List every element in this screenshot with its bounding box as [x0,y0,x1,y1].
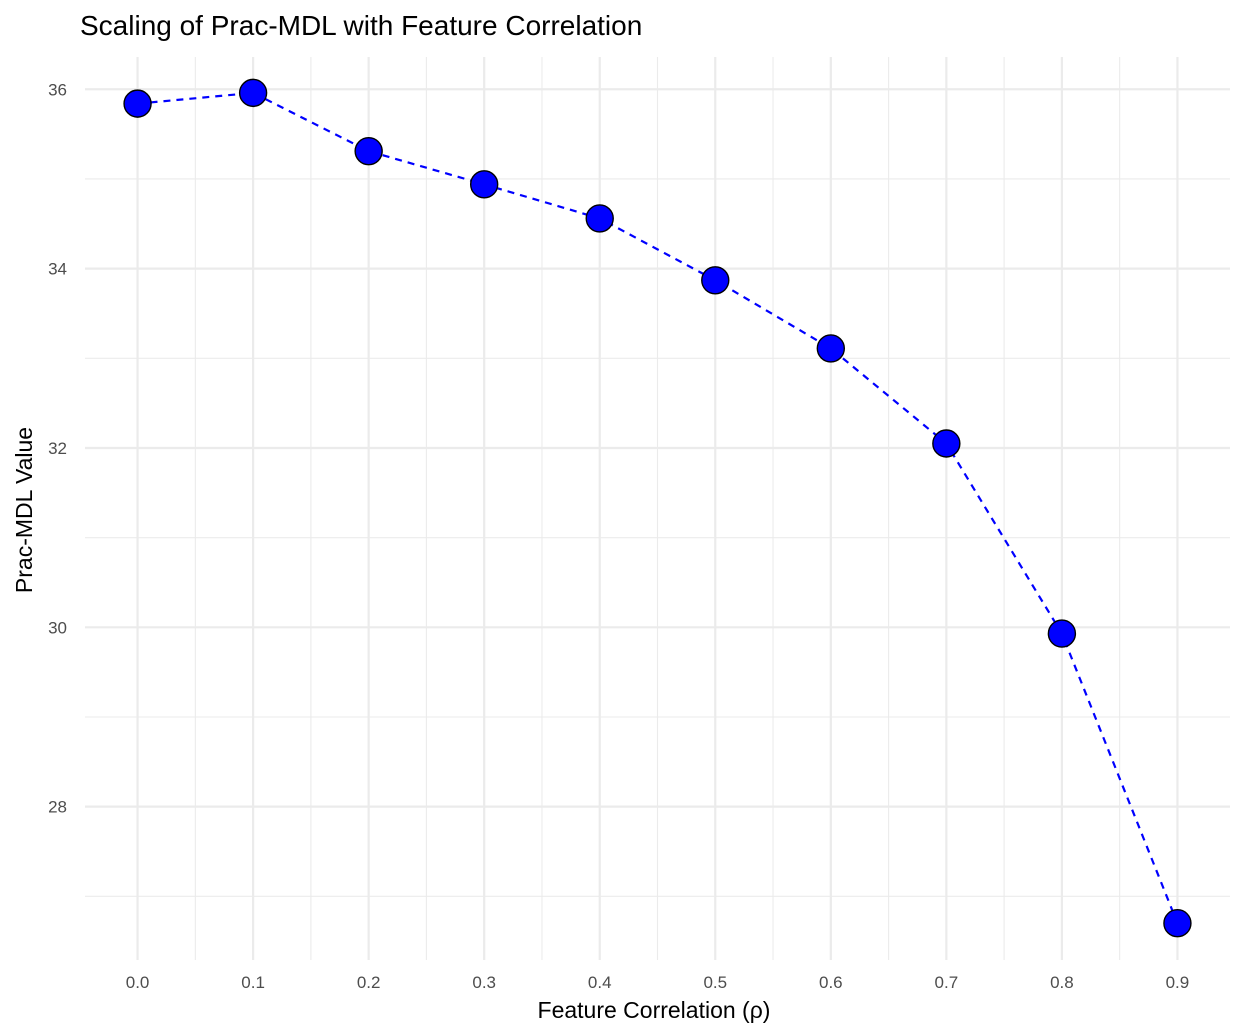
series-layer [137,91,1179,924]
x-tick-label: 0.3 [472,973,496,992]
data-point [1047,619,1077,648]
x-tick-label: 0.8 [1050,973,1074,992]
x-tick-label: 0.1 [241,973,265,992]
x-tick-label: 0.4 [588,973,612,992]
y-tick-label: 30 [48,618,67,637]
x-tick-label: 0.2 [357,973,381,992]
y-tick-label: 28 [48,798,67,817]
y-axis-label: Prac-MDL Value [11,427,37,593]
x-tick-label: 0.7 [935,973,959,992]
tick-layer: 0.0 0.1 0.2 0.3 0.4 0.5 0.6 0.7 0.8 0.9 28 30 32 34 36 [48,80,1189,992]
y-tick-label: 34 [48,260,67,279]
data-point [932,429,961,458]
series-line [137,91,1179,924]
y-tick-label: 36 [48,80,67,99]
x-axis-label: Feature Correlation (ρ) [538,997,771,1023]
y-tick-label: 32 [48,439,67,458]
x-tick-label: 0.6 [819,973,843,992]
x-tick-label: 0.5 [703,973,727,992]
x-tick-label: 0.0 [126,973,150,992]
data-point [1163,909,1192,938]
grid-layer [85,57,1230,960]
data-point [701,266,730,295]
data-point [469,170,499,199]
data-point [585,204,614,233]
data-point [123,89,152,118]
chart-title: Scaling of Prac-MDL with Feature Correla… [80,10,642,41]
data-point [354,136,383,166]
x-tick-label: 0.9 [1166,973,1190,992]
data-point [816,334,846,363]
data-point [238,78,268,108]
point-layer [123,78,1192,938]
